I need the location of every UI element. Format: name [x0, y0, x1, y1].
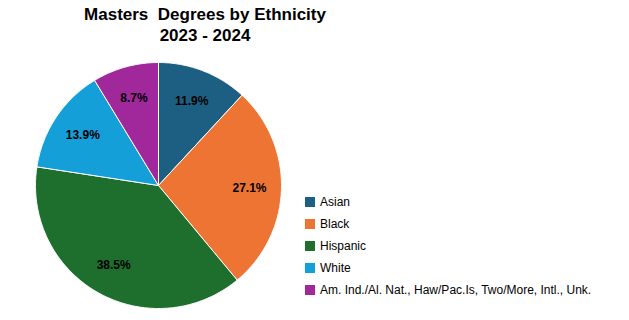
html-text:Black: Black: [320, 217, 350, 231]
html-text:Hispanic: Hispanic: [320, 239, 366, 253]
svg-text:8.7%: 8.7%: [120, 91, 148, 105]
svg-text:13.9%: 13.9%: [66, 128, 100, 142]
html-text:Am. Ind./Al. Nat., Haw/Pac.Is,: Am. Ind./Al. Nat., Haw/Pac.Is, Two/More,…: [320, 283, 592, 297]
html-text:Masters Degrees by Ethnicity 2: Masters Degrees by Ethnicity 2023 - 2024: [84, 5, 326, 45]
svg-text:27.1%: 27.1%: [232, 181, 266, 195]
html-text:White: White: [320, 261, 351, 275]
svg-text:11.9%: 11.9%: [175, 94, 209, 108]
html-text:Asian: Asian: [320, 195, 350, 209]
svg-text:38.5%: 38.5%: [97, 258, 131, 272]
